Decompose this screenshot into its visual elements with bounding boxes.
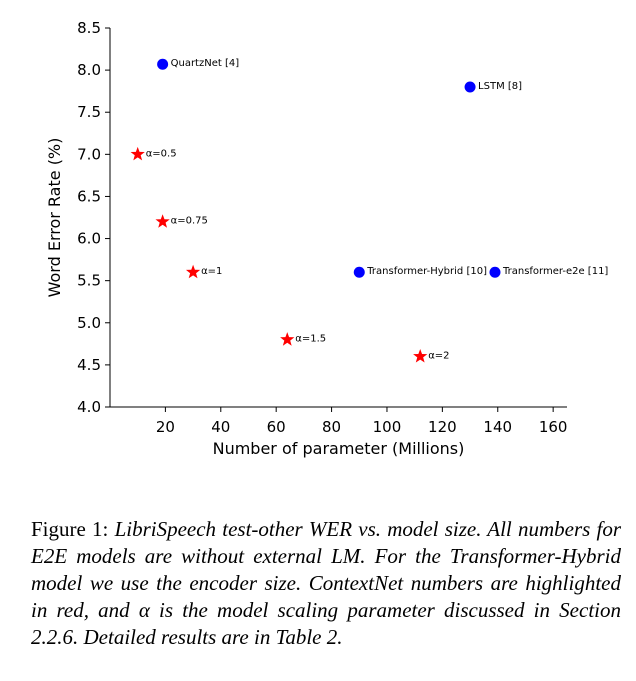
x-tick-label: 140 xyxy=(483,418,512,436)
chart-canvas: 4.0 4.5 5.0 5.5 6.0 6.5 7.0 7.5 8.0 8.5 20 40 60 80 10… xyxy=(45,19,608,458)
x-tick-label: 160 xyxy=(539,418,568,436)
y-tick-label: 8.0 xyxy=(77,61,101,79)
x-tick-label: 20 xyxy=(156,418,175,436)
figure-caption: Figure 1: LibriSpeech test-other WER vs.… xyxy=(31,516,621,651)
data-point-label: LSTM [8] xyxy=(478,81,522,92)
y-tick-label: 6.5 xyxy=(77,187,101,205)
data-point-circle xyxy=(489,266,501,278)
data-point-star xyxy=(130,146,145,161)
data-point-star xyxy=(185,264,201,279)
x-tick-label: 100 xyxy=(373,418,402,436)
x-tick-label: 120 xyxy=(428,418,457,436)
caption-body: LibriSpeech test-other WER vs. model siz… xyxy=(31,517,621,649)
data-point-label: α=2 xyxy=(428,350,449,361)
y-tick-label: 7.0 xyxy=(77,145,101,163)
x-tick-label: 40 xyxy=(211,418,230,436)
caption-prefix: Figure 1: xyxy=(31,517,115,541)
data-point-label: α=0.75 xyxy=(171,216,208,227)
data-point-star xyxy=(155,214,170,228)
y-tick-label: 4.5 xyxy=(77,356,101,374)
data-point-label: QuartzNet [4] xyxy=(171,58,240,69)
y-axis-label: Word Error Rate (%) xyxy=(45,138,64,298)
data-point-circle xyxy=(464,81,476,93)
data-point-circle xyxy=(157,58,169,70)
y-tick-label: 8.5 xyxy=(77,19,101,37)
y-tick-label: 7.5 xyxy=(77,103,101,121)
data-point-star xyxy=(280,332,295,346)
y-tick-label: 6.0 xyxy=(77,230,101,248)
x-axis-label: Number of parameter (Millions) xyxy=(213,439,465,458)
data-point-label: α=1.5 xyxy=(295,334,326,345)
data-point-label: α=1 xyxy=(201,266,222,277)
x-tick-label: 80 xyxy=(322,418,341,436)
x-tick-label: 60 xyxy=(267,418,286,436)
y-tick-label: 5.0 xyxy=(77,314,101,332)
data-point-label: α=0.5 xyxy=(146,148,177,159)
data-point-label: Transformer-e2e [11] xyxy=(502,266,608,277)
data-point-circle xyxy=(353,266,365,278)
data-point-star xyxy=(413,348,428,363)
data-point-label: Transformer-Hybrid [10] xyxy=(366,266,487,277)
wer-vs-model-size-chart: 4.0 4.5 5.0 5.5 6.0 6.5 7.0 7.5 8.0 8.5 20 40 60 80 10… xyxy=(45,19,608,458)
y-tick-label: 5.5 xyxy=(77,272,101,290)
y-tick-label: 4.0 xyxy=(77,398,101,416)
